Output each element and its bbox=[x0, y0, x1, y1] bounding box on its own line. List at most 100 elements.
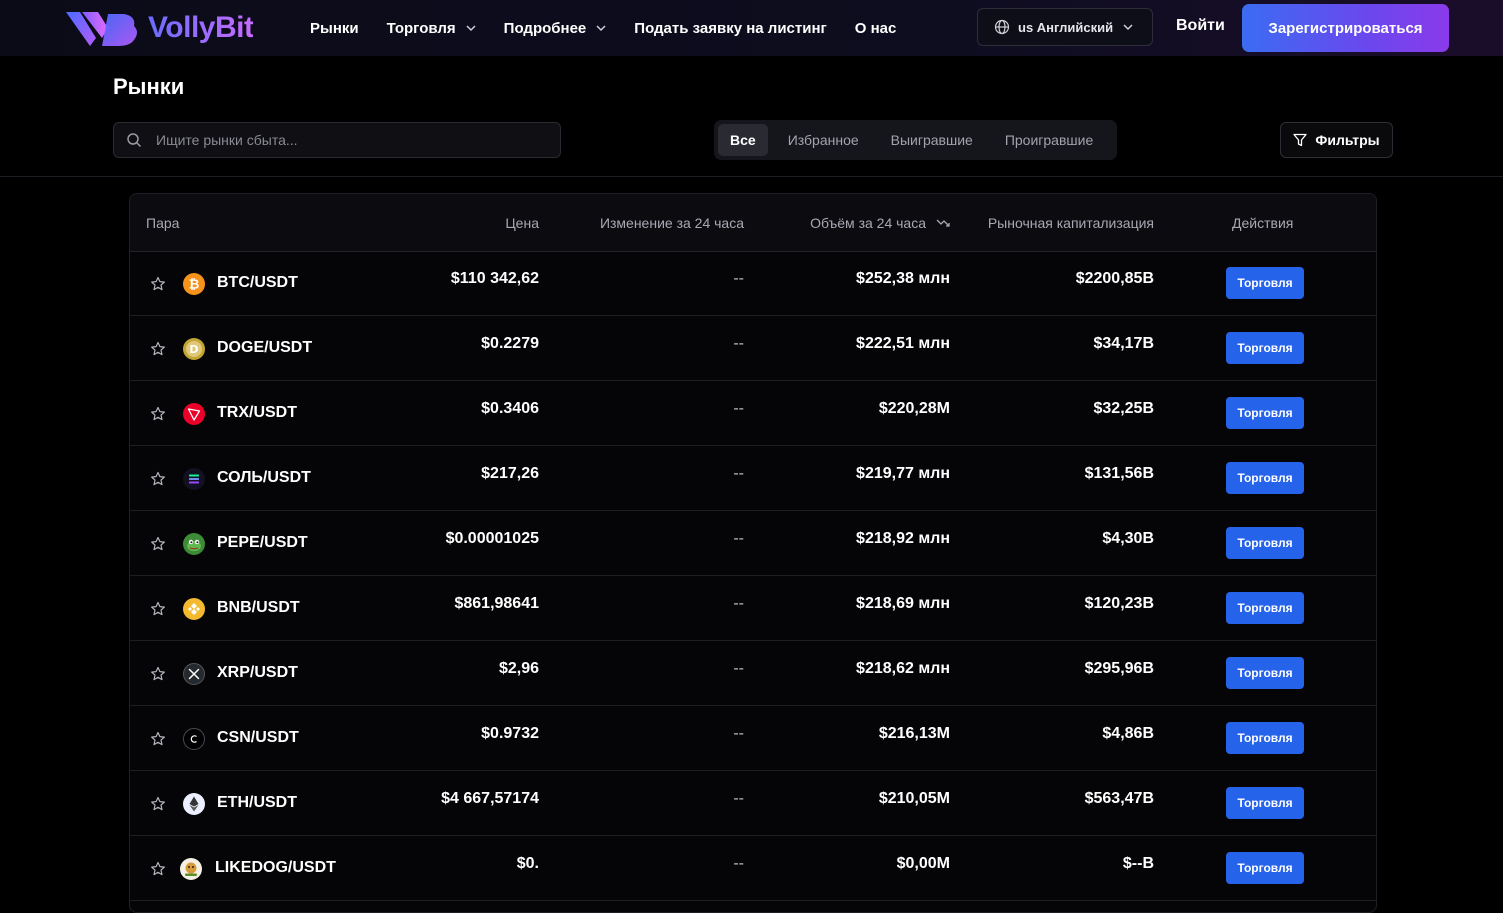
nav-more[interactable]: Подробнее bbox=[504, 20, 607, 37]
pair-name: XRP/USDT bbox=[217, 664, 298, 681]
table-row[interactable]: BNB/USDT $861,98641 -- $218,69 млн $120,… bbox=[130, 576, 1376, 641]
table-row[interactable]: ETH/USDT $4 667,57174 -- $210,05M $563,4… bbox=[130, 771, 1376, 836]
column-header-price[interactable]: Цена bbox=[505, 215, 539, 231]
likedog-icon bbox=[180, 858, 202, 880]
tab-losers[interactable]: Проигравшие bbox=[1004, 132, 1094, 148]
change-value: -- bbox=[733, 530, 744, 547]
logo-text: VollyBit bbox=[148, 11, 254, 44]
filters-label: Фильтры bbox=[1315, 132, 1380, 148]
trade-button[interactable]: Торговля bbox=[1226, 462, 1304, 494]
vollybit-logo-icon bbox=[66, 12, 137, 46]
pair-name: ETH/USDT bbox=[217, 794, 297, 811]
volume-value: $252,38 млн bbox=[856, 270, 950, 287]
trade-button[interactable]: Торговля bbox=[1226, 332, 1304, 364]
trade-button[interactable]: Торговля bbox=[1226, 397, 1304, 429]
price-value: $110 342,62 bbox=[450, 270, 539, 287]
csn-icon bbox=[183, 728, 205, 750]
nav-trading[interactable]: Торговля bbox=[387, 20, 476, 37]
trade-button[interactable]: Торговля bbox=[1226, 592, 1304, 624]
trade-button[interactable]: Торговля bbox=[1226, 852, 1304, 884]
star-icon[interactable] bbox=[150, 796, 166, 812]
change-value: -- bbox=[733, 335, 744, 352]
trade-button[interactable]: Торговля bbox=[1226, 657, 1304, 689]
table-row[interactable]: PEPE/USDT $0.00001025 -- $218,92 млн $4,… bbox=[130, 511, 1376, 576]
trade-button[interactable]: Торговля bbox=[1226, 787, 1304, 819]
table-row[interactable]: СОЛЬ/USDT $217,26 -- $219,77 млн $131,56… bbox=[130, 446, 1376, 511]
markets-table: Пара Цена Изменение за 24 часа Объём за … bbox=[129, 193, 1377, 913]
sol-icon bbox=[183, 468, 205, 490]
table-row[interactable]: D DOGE/USDT $0.2279 -- $222,51 млн $34,1… bbox=[130, 316, 1376, 381]
price-value: $0.3406 bbox=[481, 400, 539, 417]
volume-value: $210,05M bbox=[878, 790, 950, 807]
star-icon[interactable] bbox=[150, 406, 166, 422]
search-input[interactable] bbox=[154, 131, 538, 149]
pair-name: СОЛЬ/USDT bbox=[217, 469, 311, 486]
star-icon[interactable] bbox=[150, 861, 166, 877]
star-icon[interactable] bbox=[150, 276, 166, 292]
change-value: -- bbox=[733, 400, 744, 417]
login-link[interactable]: Войти bbox=[1176, 17, 1225, 34]
column-header-volume[interactable]: Объём за 24 часа bbox=[810, 215, 950, 231]
nav-about-label: О нас bbox=[854, 19, 897, 37]
register-button[interactable]: Зарегистрироваться bbox=[1242, 4, 1449, 52]
nav-markets[interactable]: Рынки bbox=[310, 20, 359, 37]
search-icon bbox=[127, 133, 142, 148]
pair-name: CSN/USDT bbox=[217, 729, 299, 746]
filters-button[interactable]: Фильтры bbox=[1280, 122, 1393, 158]
price-value: $0.9732 bbox=[481, 725, 539, 742]
nav-listing[interactable]: Подать заявку на листинг bbox=[634, 20, 826, 37]
table-row[interactable]: CSN/USDT $0.9732 -- $216,13M $4,86B Торг… bbox=[130, 706, 1376, 771]
price-value: $4 667,57174 bbox=[441, 790, 539, 807]
change-value: -- bbox=[733, 270, 744, 287]
table-row[interactable]: TRX/USDT $0.3406 -- $220,28M $32,25B Тор… bbox=[130, 381, 1376, 446]
market-cap-value: $4,86B bbox=[1102, 725, 1154, 742]
trade-button[interactable]: Торговля bbox=[1226, 527, 1304, 559]
market-cap-value: $4,30B bbox=[1102, 530, 1154, 547]
pair-name: BNB/USDT bbox=[217, 599, 300, 616]
tab-favorites[interactable]: Избранное bbox=[787, 132, 859, 148]
market-cap-value: $2200,85B bbox=[1075, 270, 1154, 287]
market-cap-value: $120,23B bbox=[1084, 595, 1154, 612]
main-nav: Рынки Торговля Подробнее Подать заявку н… bbox=[310, 0, 924, 56]
table-row[interactable]: XRP/USDT $2,96 -- $218,62 млн $295,96B Т… bbox=[130, 641, 1376, 706]
nav-more-label: Подробнее bbox=[503, 19, 587, 37]
search-box bbox=[113, 122, 561, 158]
pair-name: PEPE/USDT bbox=[217, 534, 308, 551]
trade-button[interactable]: Торговля bbox=[1226, 722, 1304, 754]
chevron-down-icon bbox=[1123, 24, 1133, 31]
market-cap-value: $34,17B bbox=[1093, 335, 1155, 352]
volume-value: $218,69 млн bbox=[856, 595, 950, 612]
change-value: -- bbox=[733, 790, 744, 807]
star-icon[interactable] bbox=[150, 341, 166, 357]
change-value: -- bbox=[733, 855, 744, 872]
table-row[interactable]: ₿ BTC/USDT $110 342,62 -- $252,38 млн $2… bbox=[130, 251, 1376, 316]
star-icon[interactable] bbox=[150, 471, 166, 487]
star-icon[interactable] bbox=[150, 536, 166, 552]
logo[interactable]: VollyBit bbox=[64, 8, 254, 48]
table-header: Пара Цена Изменение за 24 часа Объём за … bbox=[130, 194, 1376, 252]
column-header-change[interactable]: Изменение за 24 часа bbox=[599, 215, 744, 231]
chevron-down-icon bbox=[596, 25, 606, 32]
tab-gainers[interactable]: Выигравшие bbox=[890, 132, 973, 148]
doge-icon: D bbox=[183, 338, 205, 360]
volume-value: $218,92 млн bbox=[856, 530, 950, 547]
pair-name: DOGE/USDT bbox=[217, 339, 313, 356]
volume-value: $218,62 млн bbox=[856, 660, 950, 677]
star-icon[interactable] bbox=[150, 666, 166, 682]
star-icon[interactable] bbox=[150, 601, 166, 617]
tab-all[interactable]: Все bbox=[718, 124, 768, 156]
table-row[interactable]: LIKEDOG/USDT $0. -- $0,00M $--B Торговля bbox=[130, 836, 1376, 901]
column-header-market-cap[interactable]: Рыночная капитализация bbox=[987, 215, 1154, 231]
column-header-pair[interactable]: Пара bbox=[146, 215, 180, 231]
nav-about[interactable]: О нас bbox=[855, 20, 897, 37]
volume-value: $216,13M bbox=[878, 725, 950, 742]
trade-button[interactable]: Торговля bbox=[1226, 267, 1304, 299]
xrp-icon bbox=[183, 663, 205, 685]
pair-name: TRX/USDT bbox=[217, 404, 297, 421]
column-header-volume-label: Объём за 24 часа bbox=[810, 215, 926, 231]
language-selector[interactable]: us Английский bbox=[977, 8, 1153, 46]
change-value: -- bbox=[733, 465, 744, 482]
star-icon[interactable] bbox=[150, 731, 166, 747]
top-navbar: VollyBit Рынки Торговля Подробнее Подать… bbox=[0, 0, 1503, 56]
market-cap-value: $563,47B bbox=[1084, 790, 1154, 807]
